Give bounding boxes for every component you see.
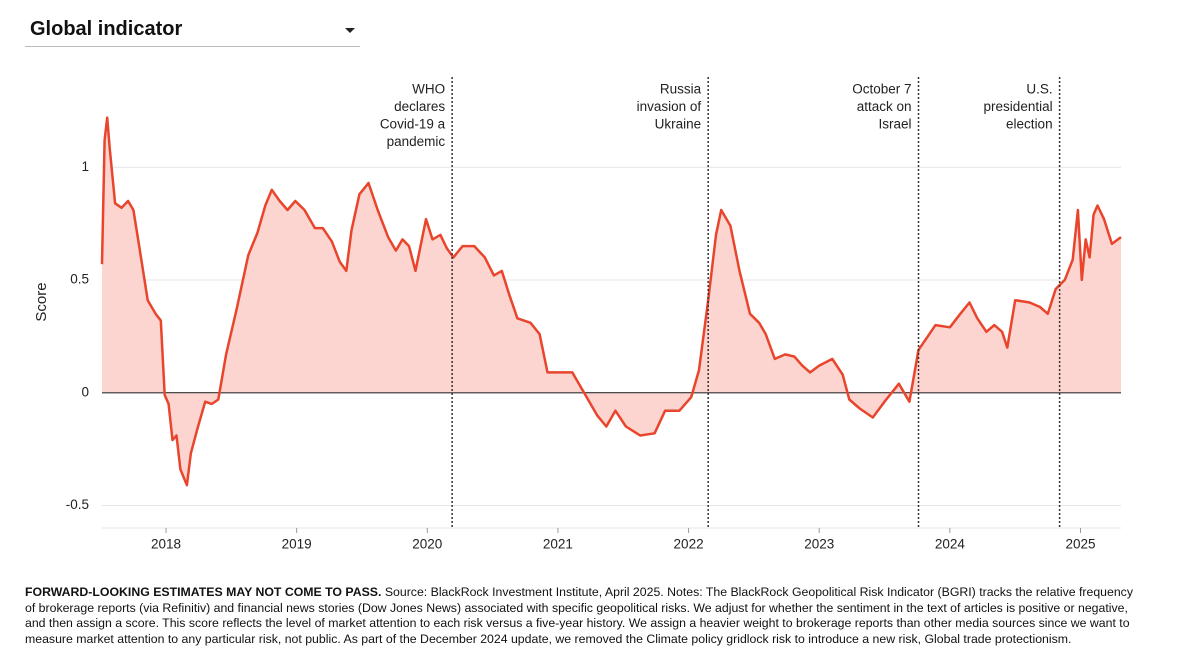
event-label: presidential: [984, 99, 1053, 114]
area-fill: [102, 117, 1121, 486]
event-label: Ukraine: [655, 117, 702, 132]
dropdown-arrow: [345, 28, 355, 33]
score-line: [100, 116, 1122, 487]
event-label: election: [1006, 117, 1053, 132]
event-label: October 7: [852, 82, 911, 97]
event-label: declares: [394, 99, 445, 114]
chart: Score -0.5 0 0.5 1 2018 2019 2020 2021 2022 2023 2…: [33, 77, 1122, 552]
x-tick-label: 2023: [804, 537, 834, 552]
x-tick-label: 2020: [412, 537, 442, 552]
y-tick-label: 0.5: [70, 272, 89, 287]
event-label: Russia: [660, 82, 702, 97]
event-label: Israel: [878, 117, 911, 132]
y-tick-label: -0.5: [66, 497, 89, 512]
x-tick-label: 2024: [935, 537, 966, 552]
y-axis-label: Score: [33, 282, 50, 321]
y-tick-label: 0: [81, 384, 89, 399]
x-tick-label: 2021: [543, 537, 573, 552]
x-tick-label: 2018: [151, 537, 181, 552]
event-label: WHO: [412, 82, 445, 97]
event-label: attack on: [857, 99, 912, 114]
event-label: Covid-19 a: [380, 117, 446, 132]
x-tick-label: 2025: [1065, 537, 1095, 552]
y-tick-label: 1: [81, 159, 89, 174]
event-label: U.S.: [1026, 82, 1052, 97]
x-tick-label: 2022: [674, 537, 704, 552]
dropdown-label: Global indicator: [30, 18, 183, 40]
event-label: invasion of: [637, 99, 702, 114]
footnote-text: Source: BlackRock Investment Institute, …: [25, 585, 1133, 646]
x-tick-label: 2019: [282, 537, 312, 552]
footnote: FORWARD-LOOKING ESTIMATES MAY NOT COME T…: [25, 585, 1135, 647]
event-label: pandemic: [387, 134, 446, 149]
footnote-bold: FORWARD-LOOKING ESTIMATES MAY NOT COME T…: [25, 585, 382, 599]
indicator-dropdown[interactable]: Global indicator: [25, 14, 360, 47]
